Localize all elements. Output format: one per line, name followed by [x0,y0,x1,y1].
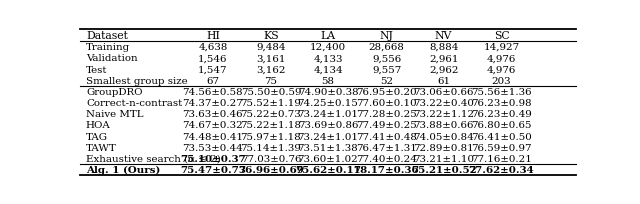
Text: 75.22±0.73: 75.22±0.73 [241,110,301,119]
Text: 73.51±1.38: 73.51±1.38 [298,143,358,152]
Text: 77.49±0.25: 77.49±0.25 [356,121,417,130]
Text: NJ: NJ [380,31,394,41]
Text: 73.88±0.66: 73.88±0.66 [413,121,474,130]
Text: 76.96±0.69: 76.96±0.69 [238,165,304,174]
Text: 2,962: 2,962 [429,65,458,74]
Text: 73.21±1.10: 73.21±1.10 [413,154,474,163]
Text: 76.47±1.31: 76.47±1.31 [356,143,417,152]
Text: 52: 52 [380,76,393,85]
Text: 77.62±0.34: 77.62±0.34 [468,165,534,174]
Text: 76.23±0.98: 76.23±0.98 [471,99,532,108]
Text: 75: 75 [264,76,278,85]
Text: 4,976: 4,976 [487,54,516,63]
Text: 75.50±0.59: 75.50±0.59 [241,88,301,96]
Text: 74.48±0.41: 74.48±0.41 [182,132,243,141]
Text: 76.59±0.97: 76.59±0.97 [471,143,532,152]
Text: 75.56±1.36: 75.56±1.36 [471,88,532,96]
Text: 12,400: 12,400 [310,43,346,52]
Text: Validation: Validation [86,54,138,63]
Text: 73.63±0.46: 73.63±0.46 [182,110,243,119]
Text: SC: SC [494,31,509,41]
Text: HI: HI [206,31,220,41]
Text: 3,161: 3,161 [256,54,285,63]
Text: 4,134: 4,134 [313,65,343,74]
Text: TAWT: TAWT [86,143,116,152]
Text: 58: 58 [321,76,335,85]
Text: HOA: HOA [86,121,111,130]
Text: 9,556: 9,556 [372,54,401,63]
Text: 74.67±0.32: 74.67±0.32 [182,121,243,130]
Text: 3,162: 3,162 [256,65,285,74]
Text: 28,668: 28,668 [369,43,404,52]
Text: Alg. 1 (Ours): Alg. 1 (Ours) [86,165,161,174]
Text: 77.16±0.21: 77.16±0.21 [471,154,532,163]
Text: 75.21±0.52: 75.21±0.52 [411,165,476,174]
Text: Smallest group size: Smallest group size [86,76,188,85]
Text: 67: 67 [207,76,220,85]
Text: 74.25±0.15: 74.25±0.15 [298,99,358,108]
Text: 73.24±1.01: 73.24±1.01 [298,110,358,119]
Text: 76.41±0.50: 76.41±0.50 [471,132,532,141]
Text: KS: KS [263,31,279,41]
Text: 77.41±0.48: 77.41±0.48 [356,132,417,141]
Text: 73.22±0.40: 73.22±0.40 [413,99,474,108]
Text: 75.52±1.19: 75.52±1.19 [241,99,301,108]
Text: 4,976: 4,976 [487,65,516,74]
Text: 73.69±0.86: 73.69±0.86 [298,121,358,130]
Text: GroupDRO: GroupDRO [86,88,143,96]
Text: 1,546: 1,546 [198,54,228,63]
Text: 14,927: 14,927 [484,43,520,52]
Text: 77.40±0.24: 77.40±0.24 [356,154,417,163]
Text: 75.22±1.18: 75.22±1.18 [241,121,301,130]
Text: 78.17±0.36: 78.17±0.36 [354,165,419,174]
Text: 75.10±0.37: 75.10±0.37 [180,154,246,163]
Text: 75.97±1.18: 75.97±1.18 [241,132,301,141]
Text: 77.28±0.25: 77.28±0.25 [356,110,417,119]
Text: Correct-n-contrast: Correct-n-contrast [86,99,182,108]
Text: Naive MTL: Naive MTL [86,110,143,119]
Text: 74.90±0.38: 74.90±0.38 [298,88,358,96]
Text: 75.14±1.39: 75.14±1.39 [241,143,301,152]
Text: Test: Test [86,65,108,74]
Text: Exhaustive search (α ≤ 2): Exhaustive search (α ≤ 2) [86,154,221,163]
Text: 74.05±0.84: 74.05±0.84 [413,132,474,141]
Text: 75.62±0.11: 75.62±0.11 [295,165,361,174]
Text: NV: NV [435,31,452,41]
Text: 76.95±0.20: 76.95±0.20 [356,88,417,96]
Text: LA: LA [321,31,335,41]
Text: 75.47±0.73: 75.47±0.73 [180,165,246,174]
Text: 76.23±0.49: 76.23±0.49 [471,110,532,119]
Text: 9,484: 9,484 [256,43,285,52]
Text: TAG: TAG [86,132,108,141]
Text: 203: 203 [492,76,511,85]
Text: 73.22±1.12: 73.22±1.12 [413,110,474,119]
Text: 73.60±1.02: 73.60±1.02 [298,154,358,163]
Text: 76.80±0.65: 76.80±0.65 [471,121,532,130]
Text: 72.89±0.81: 72.89±0.81 [413,143,474,152]
Text: 61: 61 [437,76,450,85]
Text: 1,547: 1,547 [198,65,228,74]
Text: 73.53±0.44: 73.53±0.44 [182,143,243,152]
Text: 77.60±0.10: 77.60±0.10 [356,99,417,108]
Text: 9,557: 9,557 [372,65,401,74]
Text: 73.24±1.01: 73.24±1.01 [298,132,358,141]
Text: Training: Training [86,43,130,52]
Text: 74.56±0.58: 74.56±0.58 [182,88,243,96]
Text: 8,884: 8,884 [429,43,458,52]
Text: 77.03±0.76: 77.03±0.76 [241,154,301,163]
Text: 4,133: 4,133 [313,54,343,63]
Text: Dataset: Dataset [86,31,128,41]
Text: 4,638: 4,638 [198,43,228,52]
Text: 74.37±0.27: 74.37±0.27 [182,99,243,108]
Text: 73.06±0.66: 73.06±0.66 [413,88,474,96]
Text: 2,961: 2,961 [429,54,458,63]
